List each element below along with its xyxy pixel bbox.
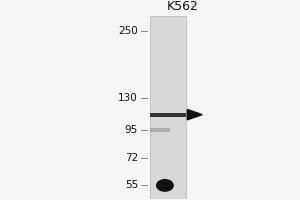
Text: 72: 72 — [125, 153, 138, 163]
Polygon shape — [187, 109, 202, 120]
Bar — [150, 16, 186, 199]
Bar — [150, 128, 170, 132]
Text: 250: 250 — [118, 26, 138, 36]
Ellipse shape — [156, 179, 174, 192]
Text: 130: 130 — [118, 93, 138, 103]
Text: 95: 95 — [125, 125, 138, 135]
Text: 55: 55 — [125, 180, 138, 190]
Text: K562: K562 — [167, 0, 199, 13]
Bar — [150, 113, 186, 117]
